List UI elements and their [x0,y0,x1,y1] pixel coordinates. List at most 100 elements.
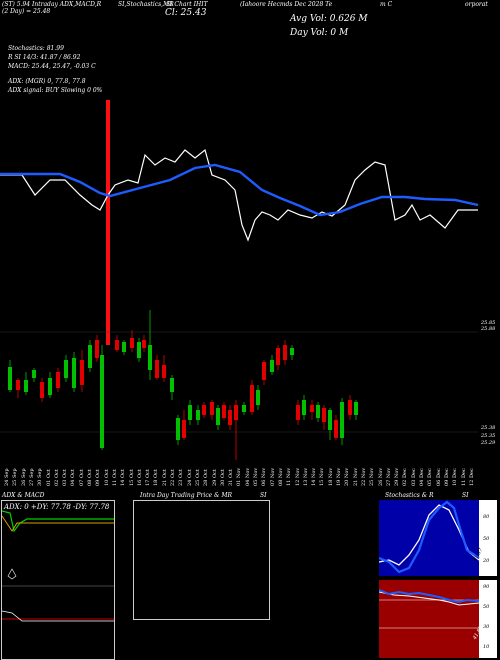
macd-value: MACD: 25.44, 25.47, -0.03 C [8,63,96,70]
x-axis-date-label: 28 Oct [203,469,210,486]
adx-macd-panel: ADX: 0 +DY: 77.78 -DY: 77.78 [1,500,115,660]
tick-label: SI Chart IHIT [166,1,208,8]
candle-body [283,345,287,360]
candle-body [56,372,60,388]
x-axis-date-label: 15 Oct [128,469,135,486]
x-axis-date-label: 21 Oct [161,469,168,486]
candle-body [8,367,12,390]
candle-body [142,340,146,348]
day-price: (2 Day) = 25.48 [2,8,51,15]
candle-body [115,340,119,350]
x-axis-date-label: 15 Nov [319,467,326,486]
x-axis-date-label: 10 Dec [452,468,459,486]
x-axis-date-label: 20 Nov [344,467,351,486]
intraday-si-label: SI [260,492,267,499]
candle-body [210,402,214,415]
x-axis-date-label: 24 Oct [186,469,193,486]
x-axis-date-label: 03 Dec [410,468,417,486]
company-name-part: m C [380,1,393,8]
price-axis-bottom-a: 25.38 [481,425,496,431]
candle-body [290,348,294,355]
x-axis-date-label: 25 Oct [194,469,201,486]
x-axis-date-label: 14 Nov [311,467,318,486]
x-axis-date-label: 24 Sep [4,468,10,486]
x-axis-date-label: 07 Oct [78,469,85,486]
red-volume-spike [106,100,110,345]
si-axis-90: 90 [483,584,490,590]
candle-body [148,345,152,370]
si-label: SI,Stochastics,MR [118,1,174,8]
si-axis-10: 10 [483,644,490,650]
candle-body [228,410,232,425]
x-axis-date-label: 10 Oct [103,469,110,486]
candle-body [328,410,332,430]
x-axis-date-label: 09 Dec [443,468,450,486]
candle-body [256,390,260,405]
candle-body [322,408,326,422]
day-volume: Day Vol: 0 M [290,28,349,38]
candle-body [262,362,266,380]
candle-body [234,405,238,420]
candle-body [162,365,166,378]
x-axis-date-label: 14 Oct [120,469,127,486]
ticker-line: (ST) 5.94 Intraday ADX,MACD,R [2,1,102,8]
x-axis-date-label: 01 Oct [45,469,52,486]
x-axis-date-label: 26 Sep [20,468,27,486]
candle-body [316,405,320,418]
x-axis-date-label: 31 Oct [228,469,235,486]
candle-body [250,385,254,412]
candle-body [155,360,159,378]
si-axis-50: 50 [483,604,490,610]
candle-body [188,405,192,420]
x-axis-date-label: 18 Oct [153,469,160,486]
x-axis-date-label: 25 Nov [369,467,376,486]
candle-body [310,405,314,412]
x-axis-date-label: 22 Oct [170,469,176,486]
x-axis-date-label: 06 Dec [435,468,442,486]
intraday-panel [133,500,270,620]
candle-body [100,355,104,448]
x-axis-date-label: 25 Sep [12,468,19,486]
x-axis-date-label: 18 Nov [327,467,334,486]
candlesticks [8,310,358,460]
x-axis-date-label: 11 Oct [111,469,118,486]
x-axis-date-label: 04 Dec [419,468,425,486]
candle-body [176,418,180,440]
si-value: R SI 14/3: 41.87 / 86.92 [8,54,81,61]
candle-body [296,405,300,420]
x-axis-date-label: 23 Oct [178,469,185,486]
adx-values: ADX: 0 +DY: 77.78 -DY: 77.78 [4,503,110,511]
candle-body [302,400,306,415]
candle-body [202,405,206,415]
candle-body [32,370,36,378]
adx-panel-title: ADX & MACD [2,492,45,499]
x-axis-date-label: 29 Nov [394,467,401,486]
candle-body [95,340,99,358]
candle-body [170,378,174,392]
adx-signal: ADX signal: BUY Slowing 0 0% [8,87,103,94]
price-axis-bottom-b: 25.35 [481,433,496,439]
candle-body [88,345,92,368]
x-axis-date-label: 08 Nov [277,467,284,486]
moving-average-line [0,163,479,217]
si-panel: 90 50 30 10 41.87 [379,580,497,658]
x-axis-date-label: 21 Nov [352,467,359,486]
candle-body [48,378,52,395]
intraday-panel-title: Intra Day Trading Price & MR [140,492,233,499]
price-line [0,148,478,242]
adx-value: ADX: (MGR) 0, 77.8, 77.8 [8,78,86,85]
candle-body [24,380,28,392]
candle-body [242,405,246,412]
x-axis-date-label: 02 Oct [53,469,60,486]
company-name: (Iahoore Hecmds Dec 2028 Te [240,1,333,8]
candle-body [334,420,338,438]
candle-body [182,420,186,438]
x-axis-date-label: 22 Nov [360,467,367,486]
x-axis-date-label: 06 Nov [261,467,268,486]
x-axis-date-label: 30 Oct [219,469,226,486]
x-axis-date-label: 27 Sep [28,468,35,486]
stoch-axis-80: 80 [483,514,490,520]
x-axis-date-label: 03 Oct [62,469,69,486]
stoch-axis-50: 50 [483,536,490,542]
candle-body [276,348,280,365]
